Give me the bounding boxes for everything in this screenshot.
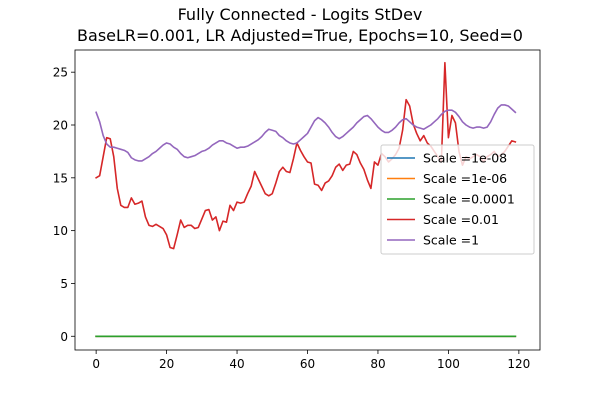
legend-label: Scale =1e-06 (423, 171, 507, 186)
y-tick-label: 25 (53, 66, 68, 80)
legend: Scale =1e-08 Scale =1e-06 Scale =0.0001 Sca… (380, 144, 535, 255)
chart-title: Fully Connected - Logits StDev (178, 5, 423, 24)
legend-box (380, 144, 535, 255)
legend-label: Scale =0.01 (423, 212, 499, 227)
y-tick-label: 20 (53, 119, 68, 133)
plot-area: 0 20 40 60 80 100 120 0 5 10 15 20 25 (53, 49, 541, 371)
x-tick-label: 80 (370, 357, 385, 371)
x-tick-label: 40 (229, 357, 244, 371)
chart-subtitle: BaseLR=0.001, LR Adjusted=True, Epochs=1… (77, 26, 523, 45)
y-tick-label: 0 (60, 330, 68, 344)
x-tick-label: 20 (159, 357, 174, 371)
x-tick-label: 0 (92, 357, 100, 371)
legend-label: Scale =1e-08 (423, 151, 507, 166)
x-tick-label: 60 (300, 357, 315, 371)
y-tick-label: 15 (53, 171, 68, 185)
x-tick-label: 120 (507, 357, 530, 371)
y-tick-label: 10 (53, 224, 68, 238)
legend-label: Scale =0.0001 (423, 192, 515, 207)
series-line-4 (95, 104, 517, 162)
x-tick-label: 100 (437, 357, 460, 371)
legend-label: Scale =1 (423, 233, 479, 248)
series-line-3 (95, 61, 517, 250)
y-tick-label: 5 (60, 277, 68, 291)
